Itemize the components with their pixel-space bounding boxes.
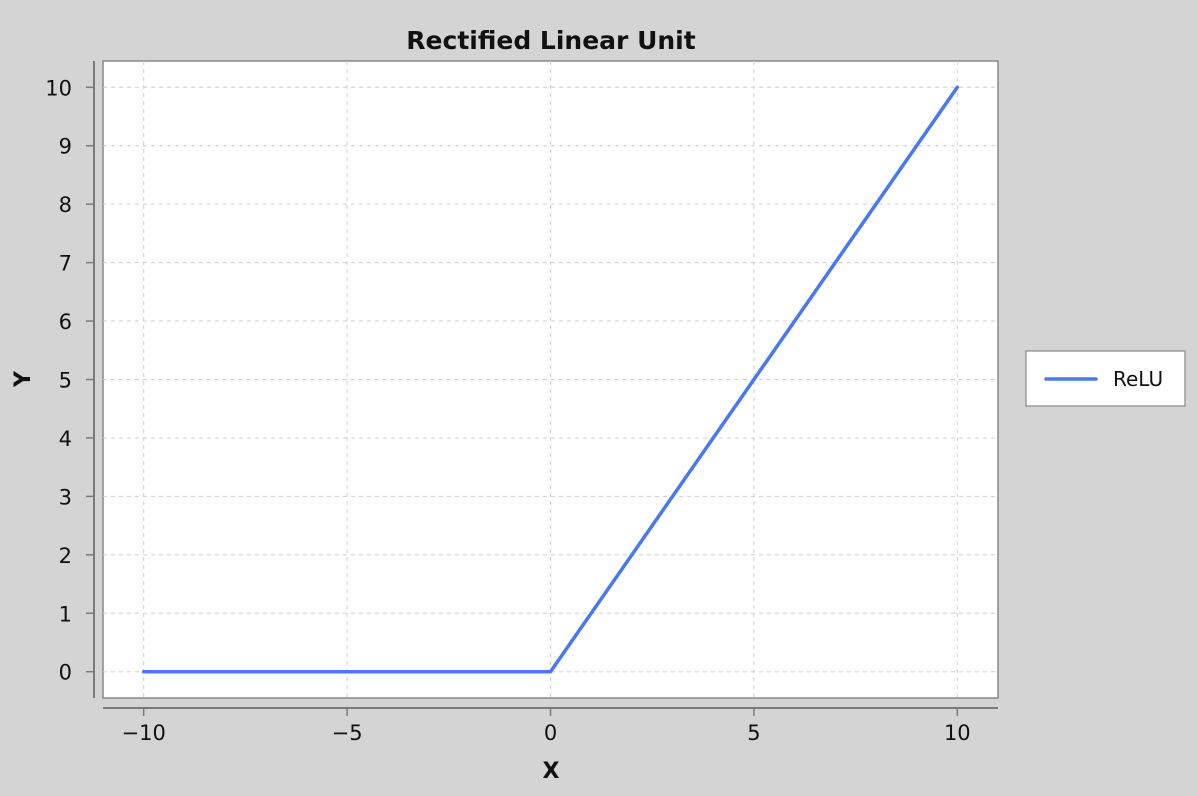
y-tick-label: 3 bbox=[59, 485, 72, 509]
y-tick-label: 4 bbox=[59, 427, 72, 451]
y-tick-label: 10 bbox=[45, 76, 72, 100]
x-tick-label: 10 bbox=[944, 721, 971, 745]
series-layer bbox=[141, 85, 960, 674]
y-tick-label: 5 bbox=[59, 369, 72, 393]
y-tick-label: 8 bbox=[59, 193, 72, 217]
x-tick-label: −5 bbox=[332, 721, 363, 745]
y-tick-label: 7 bbox=[59, 252, 72, 276]
y-tick-label: 1 bbox=[59, 602, 72, 626]
y-axis-label: Y bbox=[11, 370, 36, 388]
y-tick-label: 9 bbox=[59, 135, 72, 159]
y-tick-label: 0 bbox=[59, 661, 72, 685]
legend: ReLU bbox=[1025, 350, 1186, 407]
y-tick-label: 6 bbox=[59, 310, 72, 334]
grid bbox=[103, 61, 998, 698]
y-ticks: 0 1 2 3 4 5 6 7 8 9 10 bbox=[45, 76, 94, 685]
series-line-relu bbox=[141, 85, 960, 674]
x-tick-label: 0 bbox=[544, 721, 557, 745]
x-axis-label: X bbox=[543, 759, 560, 784]
y-tick-label: 2 bbox=[59, 544, 72, 568]
legend-label-relu: ReLU bbox=[1113, 367, 1163, 391]
x-tick-label: 5 bbox=[747, 721, 760, 745]
x-ticks: −10 −5 0 5 10 bbox=[122, 708, 971, 745]
chart-title: Rectified Linear Unit bbox=[406, 26, 695, 55]
x-tick-label: −10 bbox=[122, 721, 166, 745]
